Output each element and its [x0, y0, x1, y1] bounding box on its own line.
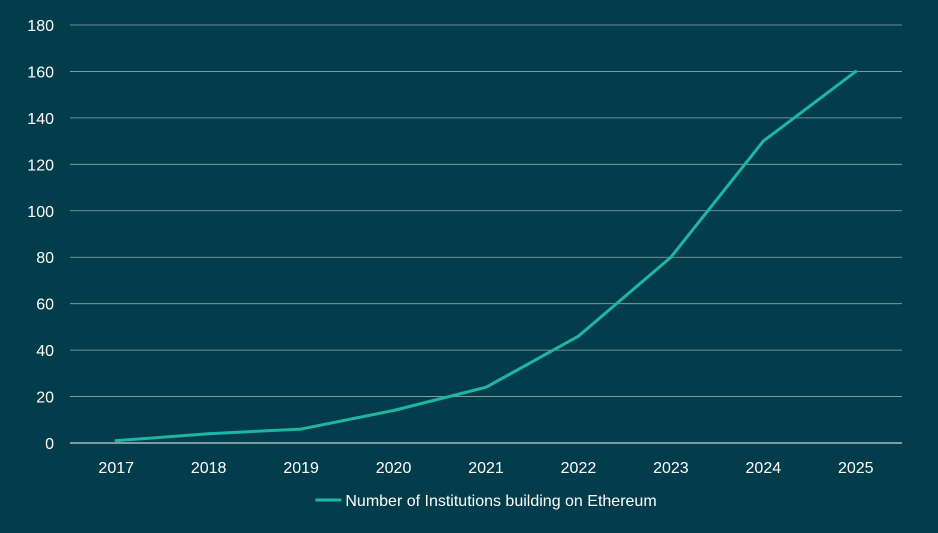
y-tick-label: 40 — [36, 343, 54, 360]
legend: Number of Institutions building on Ether… — [315, 493, 657, 510]
y-tick-label: 20 — [36, 390, 54, 407]
y-tick-label: 100 — [27, 204, 54, 221]
x-tick-label: 2018 — [191, 460, 227, 477]
x-tick-label: 2024 — [746, 460, 782, 477]
y-tick-label: 160 — [27, 64, 54, 81]
data-point — [576, 334, 580, 338]
data-point — [207, 432, 211, 436]
gridlines — [70, 24, 902, 444]
y-tick-label: 80 — [36, 250, 54, 267]
x-tick-label: 2017 — [98, 460, 134, 477]
data-point — [484, 385, 488, 389]
data-point — [299, 427, 303, 431]
x-tick-label: 2021 — [468, 460, 504, 477]
y-tick-label: 60 — [36, 297, 54, 314]
x-axis-ticks: 2017 2018 2019 2020 2021 2022 2023 2024 2025 — [98, 460, 873, 477]
y-axis-ticks: 0 20 40 60 80 100 120 140 160 180 — [27, 18, 54, 453]
data-point — [854, 69, 858, 73]
data-point — [114, 439, 118, 443]
y-tick-label: 140 — [27, 111, 54, 128]
series-layer — [114, 69, 858, 443]
y-tick-label: 120 — [27, 157, 54, 174]
data-point — [669, 255, 673, 259]
x-tick-label: 2020 — [376, 460, 412, 477]
legend-label: Number of Institutions building on Ether… — [345, 493, 656, 510]
x-tick-label: 2023 — [653, 460, 689, 477]
y-tick-label: 180 — [27, 18, 54, 35]
x-tick-label: 2019 — [283, 460, 319, 477]
x-tick-label: 2022 — [561, 460, 597, 477]
data-point — [392, 408, 396, 412]
y-tick-label: 0 — [45, 436, 54, 453]
data-point — [761, 139, 765, 143]
x-tick-label: 2025 — [838, 460, 874, 477]
series-line — [114, 69, 858, 443]
